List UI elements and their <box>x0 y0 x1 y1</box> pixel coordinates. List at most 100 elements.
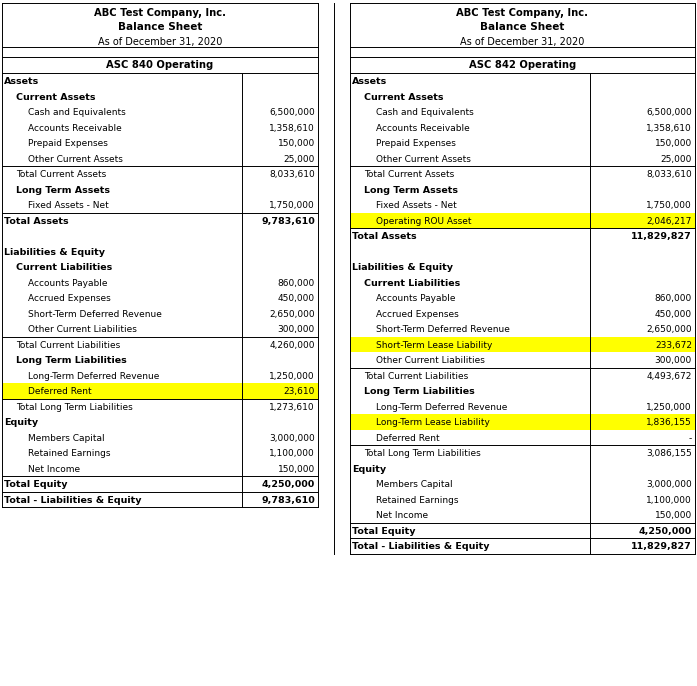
Text: Accounts Receivable: Accounts Receivable <box>376 124 470 133</box>
Text: Total - Liabilities & Equity: Total - Liabilities & Equity <box>4 496 141 505</box>
Bar <box>350 213 695 228</box>
Bar <box>350 337 695 352</box>
Text: Operating ROU Asset: Operating ROU Asset <box>376 217 471 226</box>
Text: 9,783,610: 9,783,610 <box>261 217 315 226</box>
Text: Accounts Payable: Accounts Payable <box>376 294 456 303</box>
Text: Equity: Equity <box>4 418 38 427</box>
Text: As of December 31, 2020: As of December 31, 2020 <box>98 37 222 47</box>
Text: Liabilities & Equity: Liabilities & Equity <box>352 263 453 272</box>
Text: Members Capital: Members Capital <box>376 480 452 490</box>
Text: 150,000: 150,000 <box>277 139 315 148</box>
Text: Deferred Rent: Deferred Rent <box>376 434 440 443</box>
Text: Current Assets: Current Assets <box>364 93 443 102</box>
Text: Members Capital: Members Capital <box>28 434 105 443</box>
Text: 150,000: 150,000 <box>277 465 315 474</box>
Text: 450,000: 450,000 <box>278 294 315 303</box>
Text: 150,000: 150,000 <box>654 512 692 521</box>
Text: 1,750,000: 1,750,000 <box>269 202 315 211</box>
Text: Accrued Expenses: Accrued Expenses <box>376 310 459 319</box>
Text: Cash and Equivalents: Cash and Equivalents <box>28 108 125 117</box>
Text: 860,000: 860,000 <box>277 279 315 288</box>
Text: Short-Term Lease Liability: Short-Term Lease Liability <box>376 341 492 350</box>
Text: 25,000: 25,000 <box>284 155 315 164</box>
Text: ABC Test Company, Inc.: ABC Test Company, Inc. <box>457 8 588 18</box>
Text: 300,000: 300,000 <box>277 325 315 335</box>
Text: 11,829,827: 11,829,827 <box>631 543 692 552</box>
Text: 1,100,000: 1,100,000 <box>269 449 315 458</box>
Text: Deferred Rent: Deferred Rent <box>28 388 91 397</box>
Text: 2,650,000: 2,650,000 <box>269 310 315 319</box>
Text: Accounts Payable: Accounts Payable <box>28 279 107 288</box>
Text: 4,250,000: 4,250,000 <box>638 527 692 536</box>
Text: ABC Test Company, Inc.: ABC Test Company, Inc. <box>94 8 226 18</box>
Bar <box>2 383 318 399</box>
Text: Prepaid Expenses: Prepaid Expenses <box>28 139 108 148</box>
Text: 11,829,827: 11,829,827 <box>631 233 692 241</box>
Text: Net Income: Net Income <box>376 512 428 521</box>
Text: Total Equity: Total Equity <box>352 527 415 536</box>
Text: Net Income: Net Income <box>28 465 80 474</box>
Text: Long-Term Deferred Revenue: Long-Term Deferred Revenue <box>28 372 160 381</box>
Text: Long Term Liabilities: Long Term Liabilities <box>364 388 475 397</box>
Text: 300,000: 300,000 <box>654 357 692 366</box>
Text: Other Current Liabilities: Other Current Liabilities <box>376 357 485 366</box>
Text: Total Current Liabilities: Total Current Liabilities <box>364 372 468 381</box>
Text: 2,650,000: 2,650,000 <box>646 325 692 335</box>
Text: 3,000,000: 3,000,000 <box>269 434 315 443</box>
Text: 1,358,610: 1,358,610 <box>646 124 692 133</box>
Text: 8,033,610: 8,033,610 <box>269 171 315 180</box>
Text: Other Current Liabilities: Other Current Liabilities <box>28 325 137 335</box>
Text: Long Term Assets: Long Term Assets <box>364 186 458 195</box>
Text: Fixed Assets - Net: Fixed Assets - Net <box>376 202 457 211</box>
Text: 6,500,000: 6,500,000 <box>269 108 315 117</box>
Text: Accounts Receivable: Accounts Receivable <box>28 124 122 133</box>
Text: Current Liabilities: Current Liabilities <box>364 279 460 288</box>
Text: As of December 31, 2020: As of December 31, 2020 <box>460 37 585 47</box>
Text: 450,000: 450,000 <box>655 310 692 319</box>
Text: Retained Earnings: Retained Earnings <box>28 449 111 458</box>
Text: Long Term Assets: Long Term Assets <box>16 186 110 195</box>
Text: 1,750,000: 1,750,000 <box>646 202 692 211</box>
Text: 2,046,217: 2,046,217 <box>647 217 692 226</box>
Text: 9,783,610: 9,783,610 <box>261 496 315 505</box>
Text: Total - Liabilities & Equity: Total - Liabilities & Equity <box>352 543 489 552</box>
Text: Total Long Term Liabilities: Total Long Term Liabilities <box>364 449 481 458</box>
Text: Current Assets: Current Assets <box>16 93 95 102</box>
Text: 25,000: 25,000 <box>661 155 692 164</box>
Text: ASC 842 Operating: ASC 842 Operating <box>469 60 576 70</box>
Text: Prepaid Expenses: Prepaid Expenses <box>376 139 456 148</box>
Text: 4,493,672: 4,493,672 <box>647 372 692 381</box>
Text: 4,260,000: 4,260,000 <box>270 341 315 350</box>
Text: -: - <box>689 434 692 443</box>
Text: Long Term Liabilities: Long Term Liabilities <box>16 357 127 366</box>
Text: Total Equity: Total Equity <box>4 480 68 490</box>
Text: Accrued Expenses: Accrued Expenses <box>28 294 111 303</box>
Text: Total Long Term Liabilities: Total Long Term Liabilities <box>16 403 132 412</box>
Text: Long-Term Lease Liability: Long-Term Lease Liability <box>376 418 490 427</box>
Text: Balance Sheet: Balance Sheet <box>118 22 202 32</box>
Text: 1,273,610: 1,273,610 <box>269 403 315 412</box>
Text: Balance Sheet: Balance Sheet <box>480 22 565 32</box>
Text: Long-Term Deferred Revenue: Long-Term Deferred Revenue <box>376 403 507 412</box>
Text: 4,250,000: 4,250,000 <box>262 480 315 490</box>
Text: Other Current Assets: Other Current Assets <box>376 155 471 164</box>
Text: 860,000: 860,000 <box>654 294 692 303</box>
Text: 3,086,155: 3,086,155 <box>646 449 692 458</box>
Text: Other Current Assets: Other Current Assets <box>28 155 123 164</box>
Text: Retained Earnings: Retained Earnings <box>376 496 459 505</box>
Bar <box>350 414 695 429</box>
Text: 1,358,610: 1,358,610 <box>269 124 315 133</box>
Text: Total Current Liabilities: Total Current Liabilities <box>16 341 121 350</box>
Text: 1,100,000: 1,100,000 <box>646 496 692 505</box>
Text: Cash and Equivalents: Cash and Equivalents <box>376 108 474 117</box>
Text: Assets: Assets <box>352 78 388 86</box>
Text: Total Current Assets: Total Current Assets <box>364 171 454 180</box>
Text: Total Assets: Total Assets <box>4 217 68 226</box>
Text: Assets: Assets <box>4 78 39 86</box>
Text: 233,672: 233,672 <box>655 341 692 350</box>
Text: 1,250,000: 1,250,000 <box>646 403 692 412</box>
Text: Equity: Equity <box>352 465 386 474</box>
Text: Liabilities & Equity: Liabilities & Equity <box>4 248 105 257</box>
Text: 23,610: 23,610 <box>284 388 315 397</box>
Text: ASC 840 Operating: ASC 840 Operating <box>107 60 213 70</box>
